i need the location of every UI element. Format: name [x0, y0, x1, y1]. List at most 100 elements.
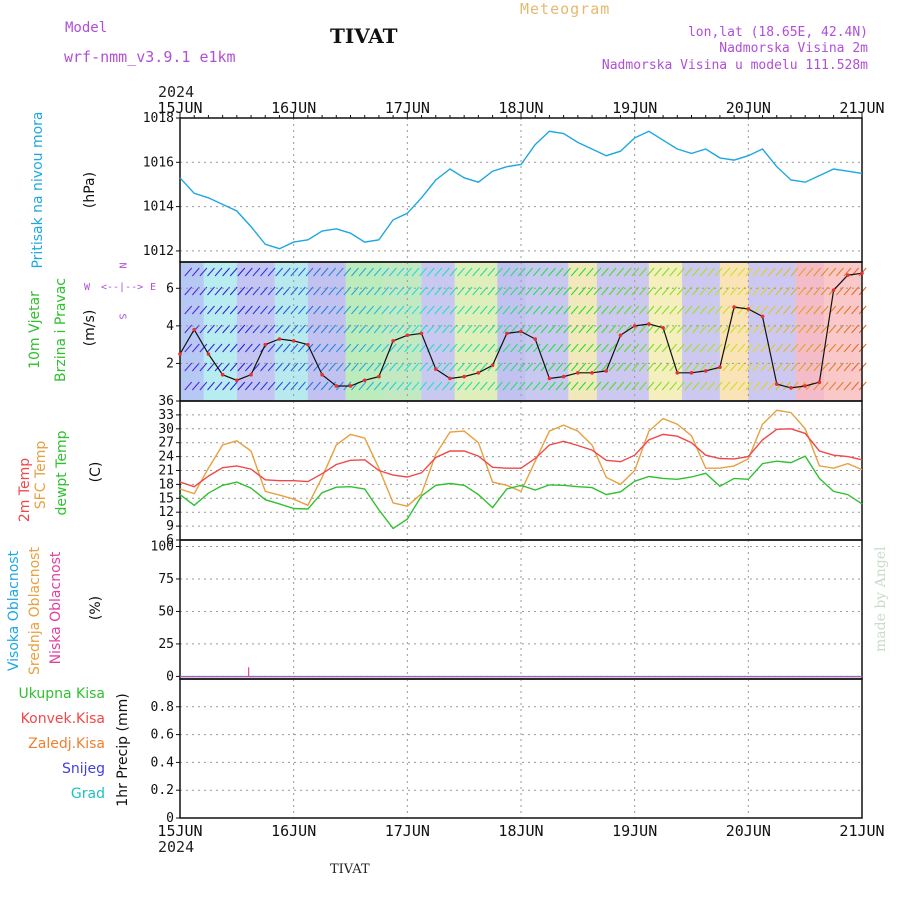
wind-barb — [320, 362, 329, 372]
wind-barb — [411, 324, 420, 334]
wind-barb — [510, 267, 518, 277]
wind-barb — [411, 362, 420, 372]
wind-barb — [570, 381, 579, 391]
wind-barb — [820, 286, 829, 296]
wind-barb — [298, 362, 306, 372]
wind-barb — [608, 324, 617, 334]
wind-speed-point — [405, 333, 410, 338]
wind-barb — [722, 324, 731, 334]
wind-barb — [517, 305, 526, 315]
wind-barb — [320, 305, 329, 315]
wind-speed-point — [774, 382, 779, 386]
wind-barb — [434, 381, 443, 391]
wind-barb — [282, 381, 291, 391]
wind-barb — [699, 343, 708, 353]
wind-band-0 — [180, 262, 204, 401]
wind-barb — [646, 381, 655, 391]
wind-barb — [593, 381, 602, 391]
wind-barb — [737, 381, 746, 391]
wind-barb — [290, 324, 299, 334]
wind-barb — [267, 324, 276, 334]
wind-barb — [836, 305, 844, 315]
wind-barb — [601, 343, 609, 353]
wind-barb — [563, 305, 572, 315]
wind-barb — [820, 362, 829, 372]
wind-barb — [411, 267, 420, 277]
wind-band-10 — [525, 262, 569, 401]
wind-barb — [684, 362, 693, 372]
date-label-bottom: 18JUN — [498, 822, 543, 840]
wind-barb — [661, 267, 670, 277]
wind-barb — [328, 286, 337, 296]
wind-barb — [449, 362, 458, 372]
wind-barb — [479, 381, 488, 391]
wind-barb — [207, 381, 215, 391]
wind-barb — [464, 362, 473, 372]
wind-barb — [548, 343, 556, 353]
temp-ytick-label: 6 — [166, 533, 174, 548]
wind-barb — [244, 267, 253, 277]
wind-barb — [290, 267, 299, 277]
wind-barb — [434, 305, 443, 315]
wind-barb — [487, 343, 496, 353]
model-altitude-label: Nadmorska Visina u modelu 111.528m — [601, 58, 868, 73]
wind-barb — [388, 343, 397, 353]
wind-barb — [585, 324, 594, 334]
wind-barb — [260, 305, 268, 315]
wind-barb — [752, 324, 761, 334]
wind-barb — [434, 324, 443, 334]
temp-ytick-label: 27 — [158, 436, 174, 451]
sfc-temp-line — [179, 409, 863, 507]
wind-barb — [631, 381, 640, 391]
wind-barb — [328, 267, 337, 277]
wind-barb — [616, 343, 625, 353]
wind-speed-point — [661, 325, 665, 330]
wind-speed-point — [576, 371, 580, 375]
wind-barb — [752, 362, 761, 372]
wind-barb — [313, 305, 321, 315]
wind-barb — [707, 324, 715, 334]
wind-barb — [229, 381, 238, 391]
wind-barb — [585, 305, 594, 315]
wind-barb — [267, 267, 276, 277]
wind-speed-point — [703, 369, 708, 373]
wind-barb — [229, 324, 238, 334]
wind-barb — [790, 362, 799, 372]
wind-barb — [570, 305, 579, 315]
wind-barb — [442, 381, 450, 391]
wind-barb — [282, 343, 291, 353]
wind-barb — [237, 362, 246, 372]
wind-barb — [244, 381, 253, 391]
wind-barb — [449, 324, 458, 334]
wind-barb — [676, 362, 685, 372]
wind-speed-point — [220, 372, 225, 377]
wind-speed-point — [377, 374, 381, 379]
wind-barb — [760, 362, 769, 372]
wind-barb — [487, 381, 496, 391]
wind-barb — [737, 343, 746, 353]
wind-barb — [388, 362, 397, 372]
wind-barb — [548, 305, 556, 315]
wind-barb — [229, 343, 238, 353]
wind-barb — [282, 362, 291, 372]
wind-barb — [661, 305, 670, 315]
wind-barb — [381, 381, 390, 391]
wind-barb — [623, 362, 632, 372]
wind-barb — [570, 343, 579, 353]
wind-ytick-label: 4 — [166, 319, 174, 334]
wind-barb — [578, 305, 587, 315]
wind-barb — [396, 305, 405, 315]
wind-speed-point — [334, 384, 339, 388]
wind-barb — [745, 267, 753, 277]
wind-barb — [237, 381, 246, 391]
wind-barb — [661, 362, 670, 372]
wind-barb — [623, 267, 632, 277]
wind-barb — [775, 362, 784, 372]
wind-barb — [214, 343, 223, 353]
wind-barb — [184, 286, 193, 296]
date-label-top: 18JUN — [498, 99, 543, 117]
wind-speed-point — [348, 384, 353, 388]
wind-band-13 — [648, 262, 683, 401]
wind-barb — [828, 362, 837, 372]
wind-barb — [434, 343, 443, 353]
